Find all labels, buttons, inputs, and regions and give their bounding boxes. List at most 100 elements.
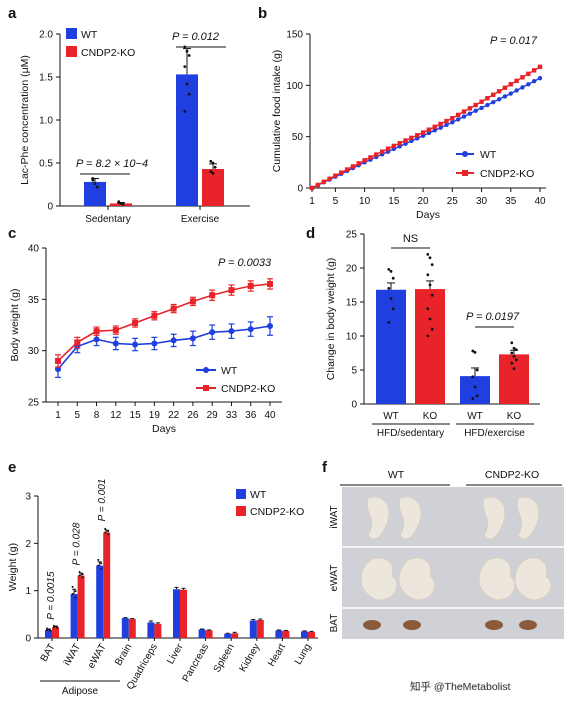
c-point-WT: [93, 336, 100, 343]
e-bar-CNDP2-KO-Kidney: [256, 620, 264, 638]
d-point: [387, 321, 391, 324]
d-point: [510, 361, 514, 365]
c-point-CNDP2-KO: [209, 292, 216, 299]
c-x-tick-label: 29: [207, 410, 219, 421]
d-y-tick-label: 15: [346, 298, 358, 309]
a-point: [119, 202, 123, 205]
b-point-WT: [531, 79, 537, 84]
e-x-tick-label-10: Lung: [293, 642, 314, 667]
a-point: [209, 170, 213, 174]
c-x-tick-label: 1: [55, 410, 61, 421]
f-iwat-tissue: [366, 496, 390, 540]
e-pvalue-1: P = 0.028: [72, 522, 83, 565]
d-y-tick-label: 25: [346, 230, 358, 241]
d-group-label-1: HFD/exercise: [464, 428, 525, 439]
a-x-tick-label-0: Sedentary: [85, 214, 131, 225]
d-point: [475, 368, 479, 372]
b-point-WT: [520, 85, 525, 90]
f-bat-tissue: [363, 620, 381, 630]
c-point-CNDP2-KO: [189, 298, 196, 305]
e-x-tick-label-7: Spleen: [212, 642, 237, 674]
d-point: [514, 348, 518, 351]
e-point: [78, 574, 81, 577]
b-point-WT: [432, 128, 437, 133]
b-point-CNDP2-KO: [438, 121, 443, 127]
c-point-CNDP2-KO: [55, 357, 61, 364]
a-point: [187, 54, 191, 57]
b-point-CNDP2-KO: [350, 164, 356, 169]
watermark: 知乎 @TheMetabolist: [410, 680, 511, 693]
e-point: [74, 596, 77, 599]
d-point: [389, 297, 393, 300]
e-bar-CNDP2-KO-Brain: [128, 619, 136, 638]
c-pvalue: P = 0.0033: [218, 257, 272, 269]
e-y-tick-label: 3: [25, 492, 31, 503]
b-point-CNDP2-KO: [473, 102, 478, 108]
e-pvalue-2: P = 0.001: [97, 479, 108, 522]
b-point-CNDP2-KO: [426, 127, 432, 132]
c-x-axis-label: Days: [152, 423, 176, 435]
e-legend-swatch-1: [236, 506, 246, 516]
e-y-axis-label: Weight (g): [7, 543, 19, 591]
e-point: [46, 627, 48, 630]
b-point-CNDP2-KO: [526, 71, 531, 77]
b-point-CNDP2-KO: [508, 82, 513, 87]
d-point: [512, 346, 516, 350]
e-bar-CNDP2-KO-eWAT: [103, 532, 111, 638]
a-point: [95, 185, 99, 189]
d-point: [512, 367, 516, 371]
e-bar-WT-BAT: [45, 629, 52, 638]
e-point: [100, 562, 103, 565]
b-point-CNDP2-KO: [368, 155, 373, 160]
b-x-tick-label: 1: [309, 196, 315, 207]
e-x-tick-label-1: iWAT: [62, 642, 83, 668]
d-y-tick-label: 20: [346, 264, 358, 275]
e-legend-label-1: CNDP2-KO: [250, 506, 304, 518]
e-x-tick-label-6: Pancreas: [181, 642, 212, 684]
c-x-tick-label: 15: [130, 410, 142, 421]
e-point: [78, 570, 81, 573]
a-point: [209, 159, 213, 163]
f-bat-tissue: [485, 620, 503, 630]
b-x-tick-label: 15: [388, 196, 400, 207]
panel-letter-a: a: [8, 5, 17, 22]
b-point-WT: [514, 88, 519, 93]
c-x-tick-label: 5: [74, 410, 80, 421]
c-x-tick-label: 36: [245, 410, 257, 421]
b-point-CNDP2-KO: [356, 161, 361, 166]
f-bat-tissue: [519, 620, 537, 630]
e-point: [53, 626, 55, 629]
a-legend-swatch-0: [66, 28, 77, 39]
b-legend-label-1: CNDP2-KO: [480, 168, 534, 180]
f-ewat-tissue: [478, 557, 516, 601]
a-bar-WT-Sedentary: [84, 181, 106, 206]
e-bar-CNDP2-KO-iWAT: [77, 575, 85, 638]
b-point-WT: [450, 120, 455, 125]
b-legend-marker-1: [462, 170, 468, 176]
c-x-tick-label: 19: [149, 410, 161, 421]
c-point-CNDP2-KO: [74, 339, 81, 346]
d-bar-KO-1: [499, 354, 529, 404]
b-point-CNDP2-KO: [362, 158, 367, 163]
b-x-tick-label: 5: [333, 196, 339, 207]
b-point-CNDP2-KO: [479, 99, 484, 104]
b-point-CNDP2-KO: [379, 149, 385, 154]
b-point-CNDP2-KO: [450, 115, 455, 121]
b-y-tick-label: 150: [286, 30, 303, 41]
b-point-CNDP2-KO: [321, 179, 326, 185]
c-point-WT: [112, 340, 119, 347]
e-bar-CNDP2-KO-Pancreas: [205, 630, 213, 638]
b-point-CNDP2-KO: [444, 118, 449, 124]
e-bar-WT-eWAT: [96, 565, 104, 638]
d-bar-label: KO: [507, 411, 522, 422]
f-row-label-1: eWAT: [329, 565, 340, 592]
a-y-tick-label: 1.0: [39, 116, 53, 127]
c-point-CNDP2-KO: [228, 287, 235, 294]
c-x-tick-label: 22: [168, 410, 180, 421]
c-x-tick-label: 33: [226, 410, 238, 421]
b-line-CNDP2-KO: [311, 66, 541, 189]
panel-letter-d: d: [306, 225, 315, 242]
panel-letter-c: c: [8, 225, 16, 242]
b-point-CNDP2-KO: [537, 64, 543, 70]
